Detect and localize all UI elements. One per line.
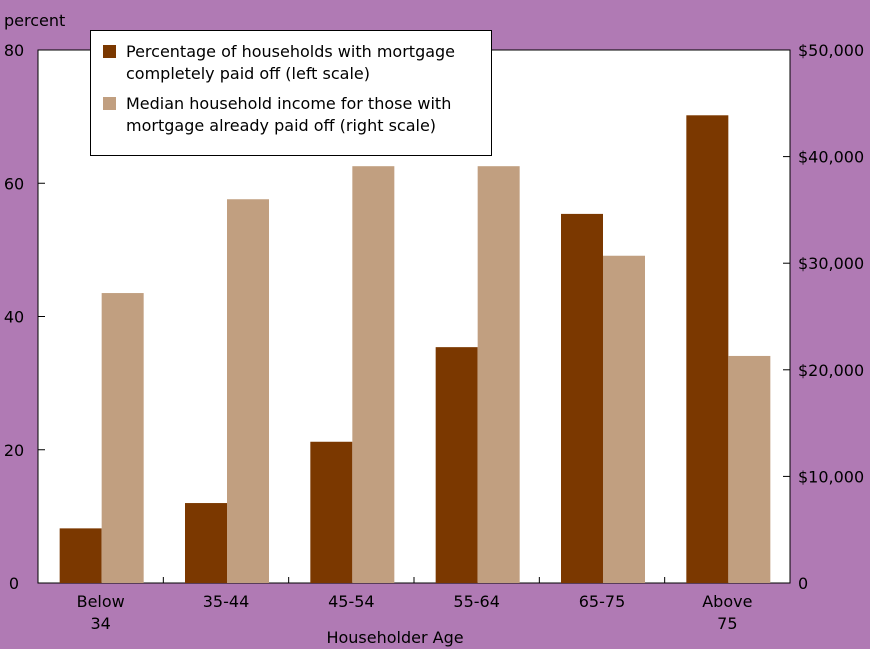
bar-series-1-45-54 [310, 441, 353, 583]
bar-series-1-below-34 [59, 528, 102, 583]
right-tick-label: $50,000 [798, 41, 864, 60]
bar-series-1-65-75 [561, 213, 603, 583]
left-tick-label: 40 [4, 308, 24, 327]
x-tick-label-line: 55-64 [453, 592, 500, 611]
x-tick-label-line: Below [77, 592, 125, 611]
x-tick-label: 35-44 [203, 592, 250, 611]
legend-swatch-series-2 [103, 97, 116, 110]
x-tick-label-line: 34 [90, 614, 110, 633]
x-tick-label: 65-75 [579, 592, 626, 611]
legend-label-series-2: Median household income for those with m… [126, 94, 452, 135]
legend-label-series-1: Percentage of households with mortgage c… [126, 42, 456, 83]
bar-series-2-65-75 [603, 255, 645, 583]
x-tick-label-line: 45-54 [328, 592, 375, 611]
bar-series-1-55-64 [435, 347, 478, 583]
bars-group [59, 115, 771, 584]
x-tick-label: 45-54 [328, 592, 375, 611]
bar-series-2-35-44 [227, 199, 269, 584]
right-tick-label: $40,000 [798, 148, 864, 167]
x-tick-label-line: 75 [717, 614, 737, 633]
right-tick-label: $10,000 [798, 467, 864, 486]
right-axis: 0 $10,000 $20,000 $30,000 $40,000 $50,000 [783, 41, 864, 593]
x-tick-label: Above 75 [702, 592, 752, 633]
legend: Percentage of households with mortgage c… [90, 30, 492, 156]
x-tick-label: 55-64 [453, 592, 500, 611]
x-tick-label-line: 35-44 [203, 592, 250, 611]
bar-series-2-below-34 [101, 293, 144, 583]
legend-swatch-series-1 [103, 45, 116, 58]
x-axis-label: Householder Age [326, 628, 463, 647]
legend-item-series-1: Percentage of households with mortgage c… [103, 41, 481, 85]
legend-item-series-2: Median household income for those with m… [103, 93, 481, 137]
left-tick-label: 0 [9, 574, 19, 593]
right-tick-label: 0 [798, 574, 808, 593]
bar-series-2-above-75 [728, 355, 771, 583]
x-axis: Below 34 35-44 45-54 55-64 65-75 Above 75 [77, 577, 752, 633]
bar-series-1-35-44 [185, 503, 227, 583]
right-tick-label: $20,000 [798, 361, 864, 380]
left-tick-label: 60 [4, 174, 24, 193]
left-tick-label: 20 [4, 441, 24, 460]
left-axis-label: percent [4, 11, 65, 30]
x-tick-label: Below 34 [77, 592, 125, 633]
x-tick-label-line: 65-75 [579, 592, 626, 611]
bar-series-1-above-75 [686, 115, 729, 583]
bar-series-2-55-64 [477, 166, 520, 583]
left-tick-label: 80 [4, 41, 24, 60]
x-tick-label-line: Above [702, 592, 752, 611]
bar-series-2-45-54 [352, 166, 395, 583]
left-axis: 0 20 40 60 80 [4, 41, 45, 593]
right-tick-label: $30,000 [798, 254, 864, 273]
